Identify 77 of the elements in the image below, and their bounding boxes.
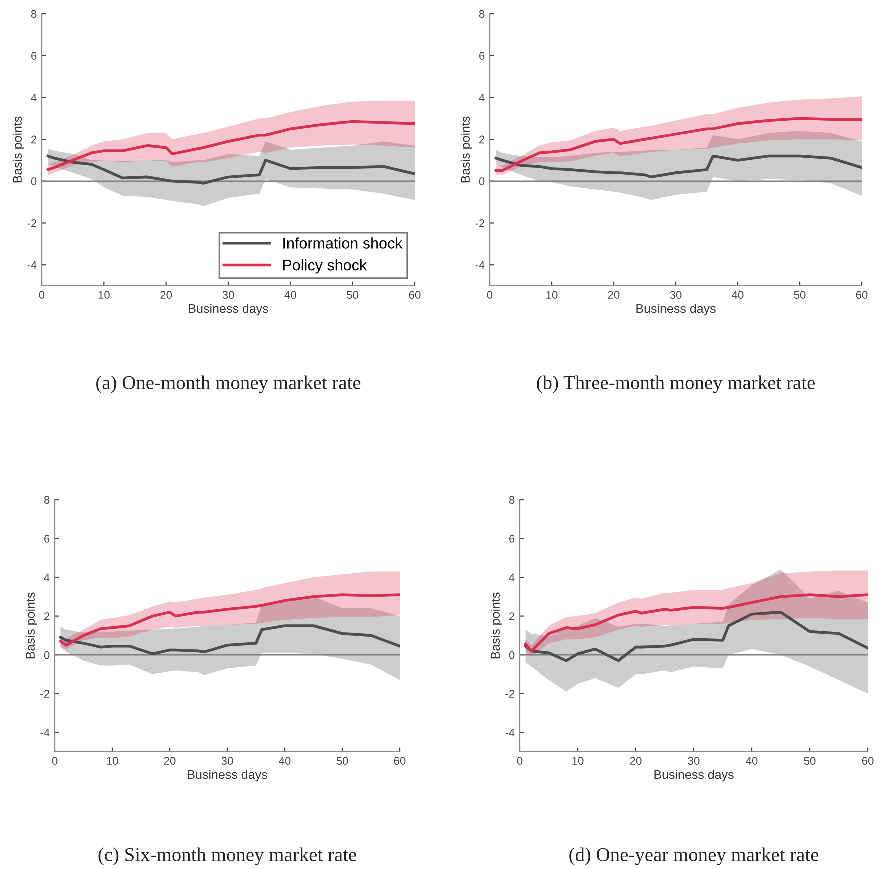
x-tick-label: 60 [862,757,874,766]
y-tick-label: 6 [32,52,37,60]
x-tick-label: 0 [487,291,493,300]
y-tick-label: 4 [31,94,37,102]
x-tick-label: 10 [572,757,584,766]
y-tick-label: -4 [506,728,515,737]
line-series [524,594,868,653]
y-axis-title: Basis points [490,592,502,659]
line-series [59,594,400,647]
y-axis-title: Basis points [12,116,24,183]
y-tick-label: 0 [479,178,485,186]
y-tick-label: -2 [506,690,515,698]
x-tick-label: 40 [284,291,296,300]
y-tick-label: 6 [44,535,50,543]
text: (d) One-year money market rate [570,848,819,866]
y-tick-label: 8 [44,496,50,504]
x-tick-label: 0 [52,757,58,766]
x-axis-title: Business days [654,770,734,782]
x-tick-label: 30 [222,757,234,766]
y-tick-label: 4 [509,574,515,582]
x-tick-label: 60 [856,291,868,300]
y-tick-label: 2 [44,612,50,620]
y-tick-label: -2 [28,220,37,228]
x-tick-label: 20 [608,291,620,300]
y-axis-title: Basis points [26,592,38,659]
x-tick-label: 10 [107,757,118,766]
line-series [59,624,400,656]
x-tick-label: 60 [409,291,421,300]
x-tick-label: 60 [394,757,406,766]
y-tick-label: 4 [44,574,50,582]
x-tick-label: 50 [336,757,348,766]
y-tick-label: 6 [480,52,485,60]
text: (b) Three-month money market rate [537,376,815,394]
x-tick-label: 50 [804,757,816,766]
x-tick-label: 30 [688,757,700,766]
x-tick-label: 50 [347,291,359,300]
x-tick-label: 40 [746,757,758,766]
legend-label: Policy shock [283,260,368,274]
y-tick-label: 6 [510,535,515,543]
y-tick-label: -2 [40,690,50,698]
line-series [524,611,868,662]
line-series [46,120,415,172]
x-axis-title: Business days [189,304,268,316]
x-tick-label: 0 [517,757,523,766]
x-tick-label: 20 [164,757,176,766]
y-tick-label: 0 [31,178,37,186]
y-tick-label: -4 [40,728,50,737]
y-tick-label: -2 [476,220,485,228]
y-tick-label: 0 [44,651,50,660]
x-axis-title: Business days [636,304,716,316]
x-tick-label: 40 [732,291,744,300]
y-tick-label: 0 [509,651,515,660]
line-series [494,117,862,172]
y-tick-label: -4 [28,261,37,270]
y-tick-label: 8 [479,10,485,18]
line-series [494,154,862,179]
x-tick-label: 20 [630,757,642,766]
y-tick-label: 4 [479,94,485,102]
x-axis-title: Business days [188,770,268,782]
x-tick-label: 20 [160,291,172,300]
text: (a) One-month money market rate [96,376,361,394]
y-tick-label: 2 [32,136,37,144]
x-tick-label: 40 [279,757,291,766]
y-tick-label: -4 [476,261,485,270]
x-tick-label: 30 [222,291,234,300]
y-tick-label: 8 [509,496,515,504]
x-tick-label: 10 [98,291,110,300]
x-tick-label: 30 [670,291,682,300]
line-series [46,154,415,185]
y-tick-label: 2 [510,612,515,620]
legend-label: Information shock [284,238,403,249]
y-axis-title: Basis points [460,116,472,183]
text: (c) Six-month money market rate [98,848,356,866]
y-tick-label: 8 [31,10,37,18]
y-tick-label: 2 [480,136,485,144]
x-tick-label: 10 [546,291,558,300]
x-tick-label: 50 [794,291,806,300]
